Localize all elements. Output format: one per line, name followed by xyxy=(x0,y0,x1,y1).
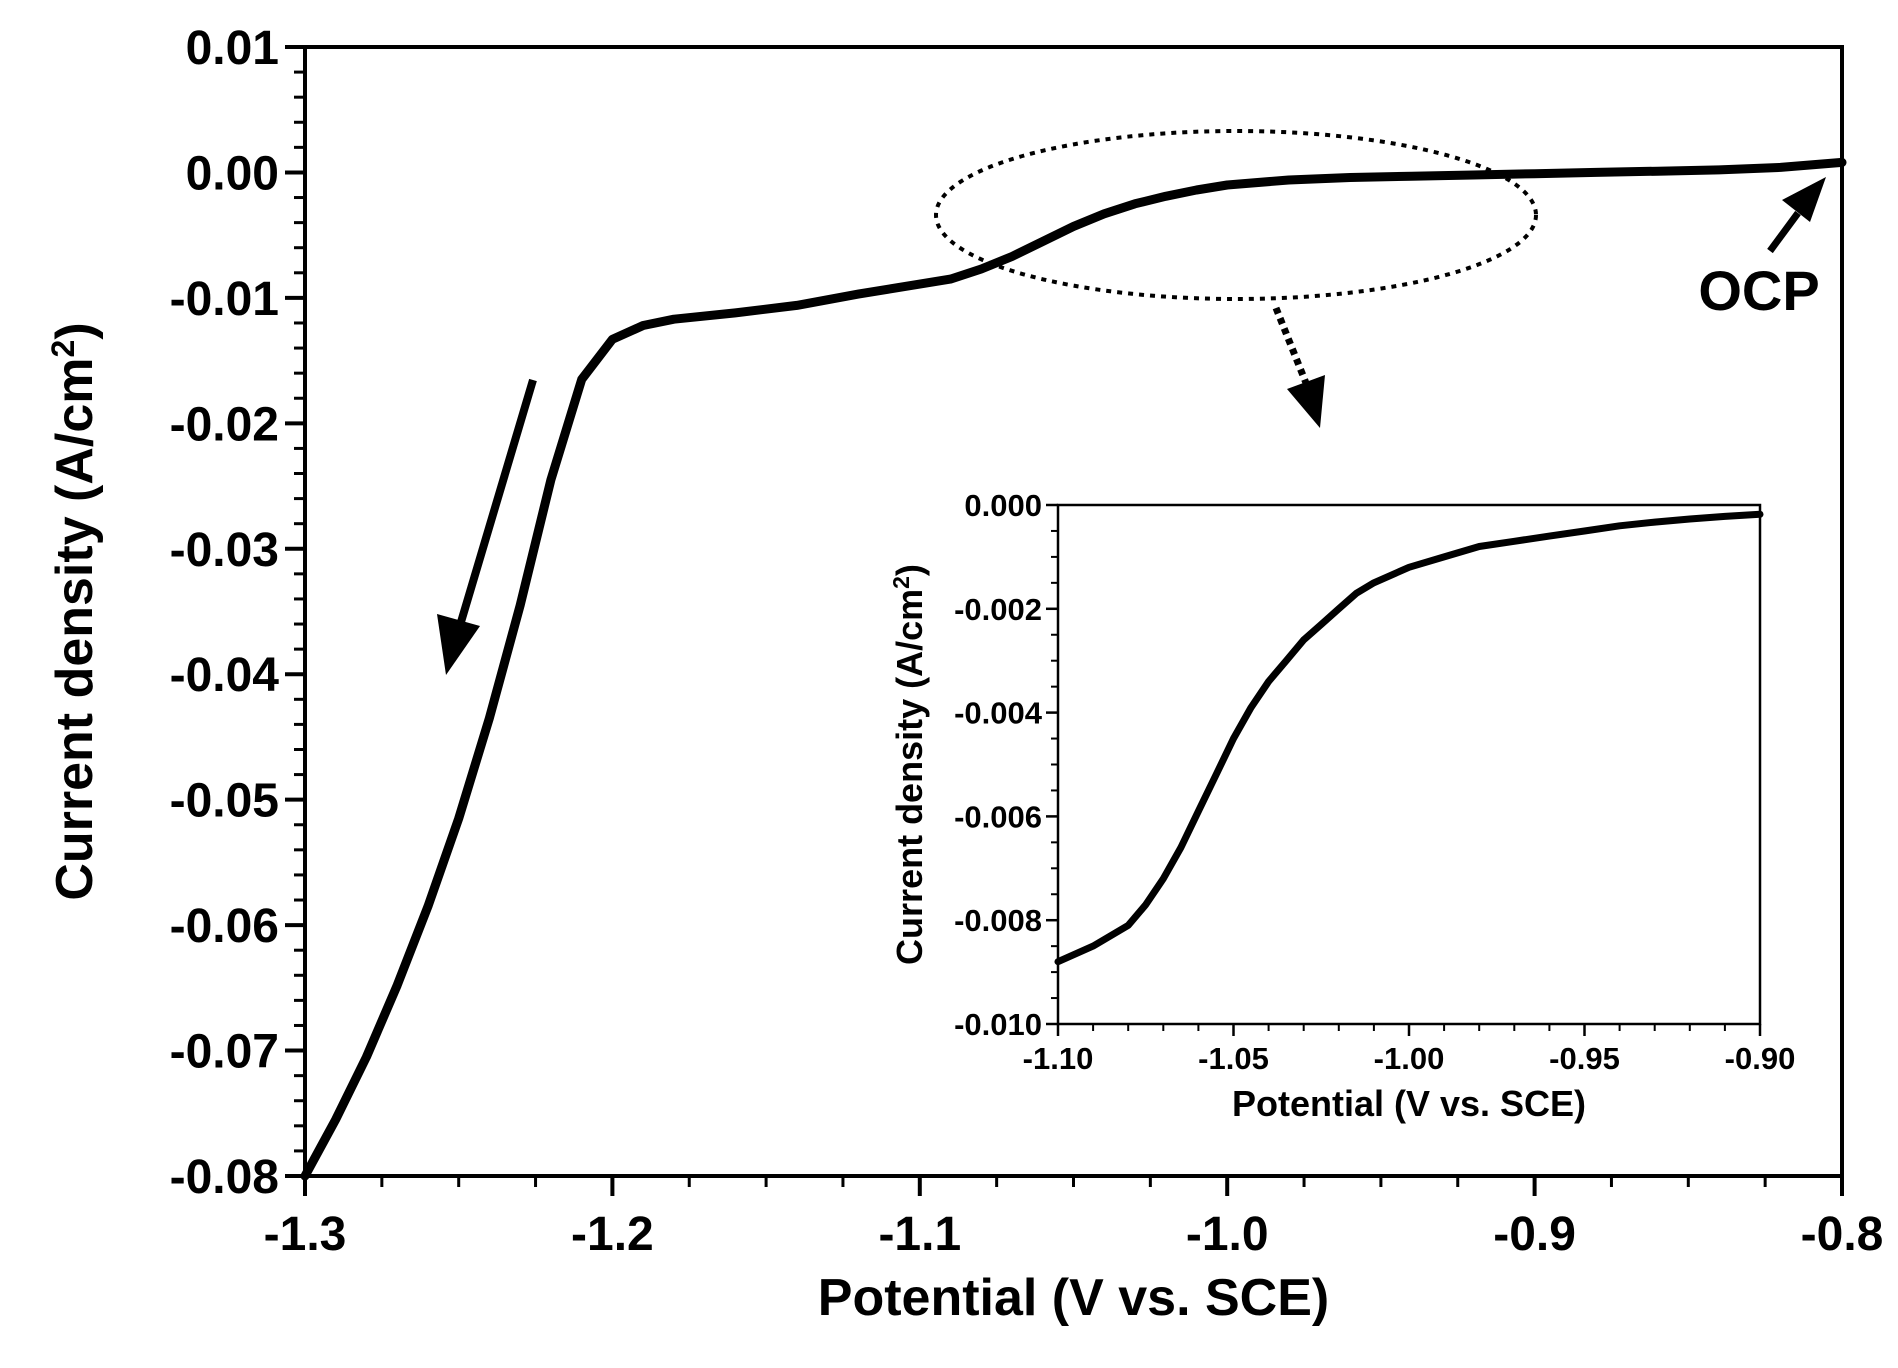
main-x-tick-label: -1.1 xyxy=(878,1208,961,1261)
annotations: OCP xyxy=(437,129,1826,675)
main-x-tick-label: -0.9 xyxy=(1493,1208,1576,1261)
main-y-tick-label: -0.06 xyxy=(170,900,279,953)
main-x-tick-label: -1.3 xyxy=(264,1208,347,1261)
main-x-axis-title: Potential (V vs. SCE) xyxy=(818,1269,1329,1327)
inset-y-tick-label: -0.006 xyxy=(954,799,1042,834)
main-y-tick-label: -0.08 xyxy=(170,1151,279,1204)
inset-plot-frame xyxy=(1056,503,1762,1026)
main-y-axis-title-text: Current density (A/cm xyxy=(46,357,104,900)
inset-y-axis-title-close: ) xyxy=(889,564,930,576)
main-plot-frame xyxy=(303,45,1844,1178)
main-chart: -1.3 -1.2 -1.1 -1.0 -0.9 -0.8 0.01 0.00 -0.01 -0.… xyxy=(45,22,1883,1327)
inset-y-tick-label: -0.002 xyxy=(954,592,1042,627)
scan-direction-arrow-head xyxy=(437,614,480,675)
main-tick-labels: -1.3 -1.2 -1.1 -1.0 -0.9 -0.8 0.01 0.00 -0.01 -0.… xyxy=(170,22,1884,1261)
main-y-tick-label: -0.07 xyxy=(170,1026,279,1079)
inset-y-tick-label: -0.004 xyxy=(954,696,1043,731)
main-y-axis-title: Current density (A/cm2) xyxy=(45,322,104,900)
main-x-tick-label: -1.2 xyxy=(571,1208,654,1261)
main-series-line xyxy=(300,157,1847,1181)
inset-y-axis-title: Current density (A/cm2) xyxy=(888,564,930,965)
main-y-axis-title-sup: 2 xyxy=(45,340,81,358)
inset-x-axis-title: Potential (V vs. SCE) xyxy=(1232,1083,1586,1124)
zoom-dashed-arrow-head xyxy=(1287,375,1325,428)
main-y-tick-label: -0.04 xyxy=(170,649,280,702)
ocp-label: OCP xyxy=(1698,259,1819,322)
zoom-dashed-arrow xyxy=(1272,306,1310,385)
inset-x-tick-label: -1.10 xyxy=(1023,1041,1094,1076)
scan-direction-arrow xyxy=(457,378,537,624)
main-y-axis-title-close: ) xyxy=(46,322,104,339)
ocp-arrow xyxy=(1767,210,1801,254)
inset-series-line xyxy=(1054,510,1764,966)
inset-x-tick-label: -1.05 xyxy=(1198,1041,1269,1076)
main-y-tick-label: -0.05 xyxy=(170,775,279,828)
inset-x-tick-label: -0.95 xyxy=(1549,1041,1620,1076)
ocp-arrow-head xyxy=(1782,177,1826,222)
inset-x-tick-label: -1.00 xyxy=(1374,1041,1445,1076)
main-x-tick-label: -1.0 xyxy=(1186,1208,1269,1261)
inset-background xyxy=(880,470,1820,1140)
inset-y-tick-label: 0.000 xyxy=(964,488,1042,523)
inset-chart: -1.10 -1.05 -1.00 -0.95 -0.90 0.000 -0.002 -0.0… xyxy=(880,470,1820,1140)
inset-y-axis-title-sup: 2 xyxy=(888,576,914,589)
inset-y-axis-title-text: Current density (A/cm xyxy=(889,589,930,965)
main-y-tick-label: 0.01 xyxy=(186,22,279,75)
inset-y-tick-label: -0.010 xyxy=(954,1007,1042,1042)
main-y-tick-label: -0.01 xyxy=(170,273,279,326)
main-y-tick-label: -0.02 xyxy=(170,398,279,451)
inset-x-tick-label: -0.90 xyxy=(1725,1041,1796,1076)
inset-tick-labels: -1.10 -1.05 -1.00 -0.95 -0.90 0.000 -0.002 -0.0… xyxy=(954,488,1795,1076)
main-x-tick-label: -0.8 xyxy=(1801,1208,1884,1261)
inset-y-tick-label: -0.008 xyxy=(954,903,1042,938)
zoom-region-ellipse xyxy=(934,129,1538,301)
main-y-tick-label: 0.00 xyxy=(186,147,279,200)
main-y-tick-label: -0.03 xyxy=(170,524,279,577)
